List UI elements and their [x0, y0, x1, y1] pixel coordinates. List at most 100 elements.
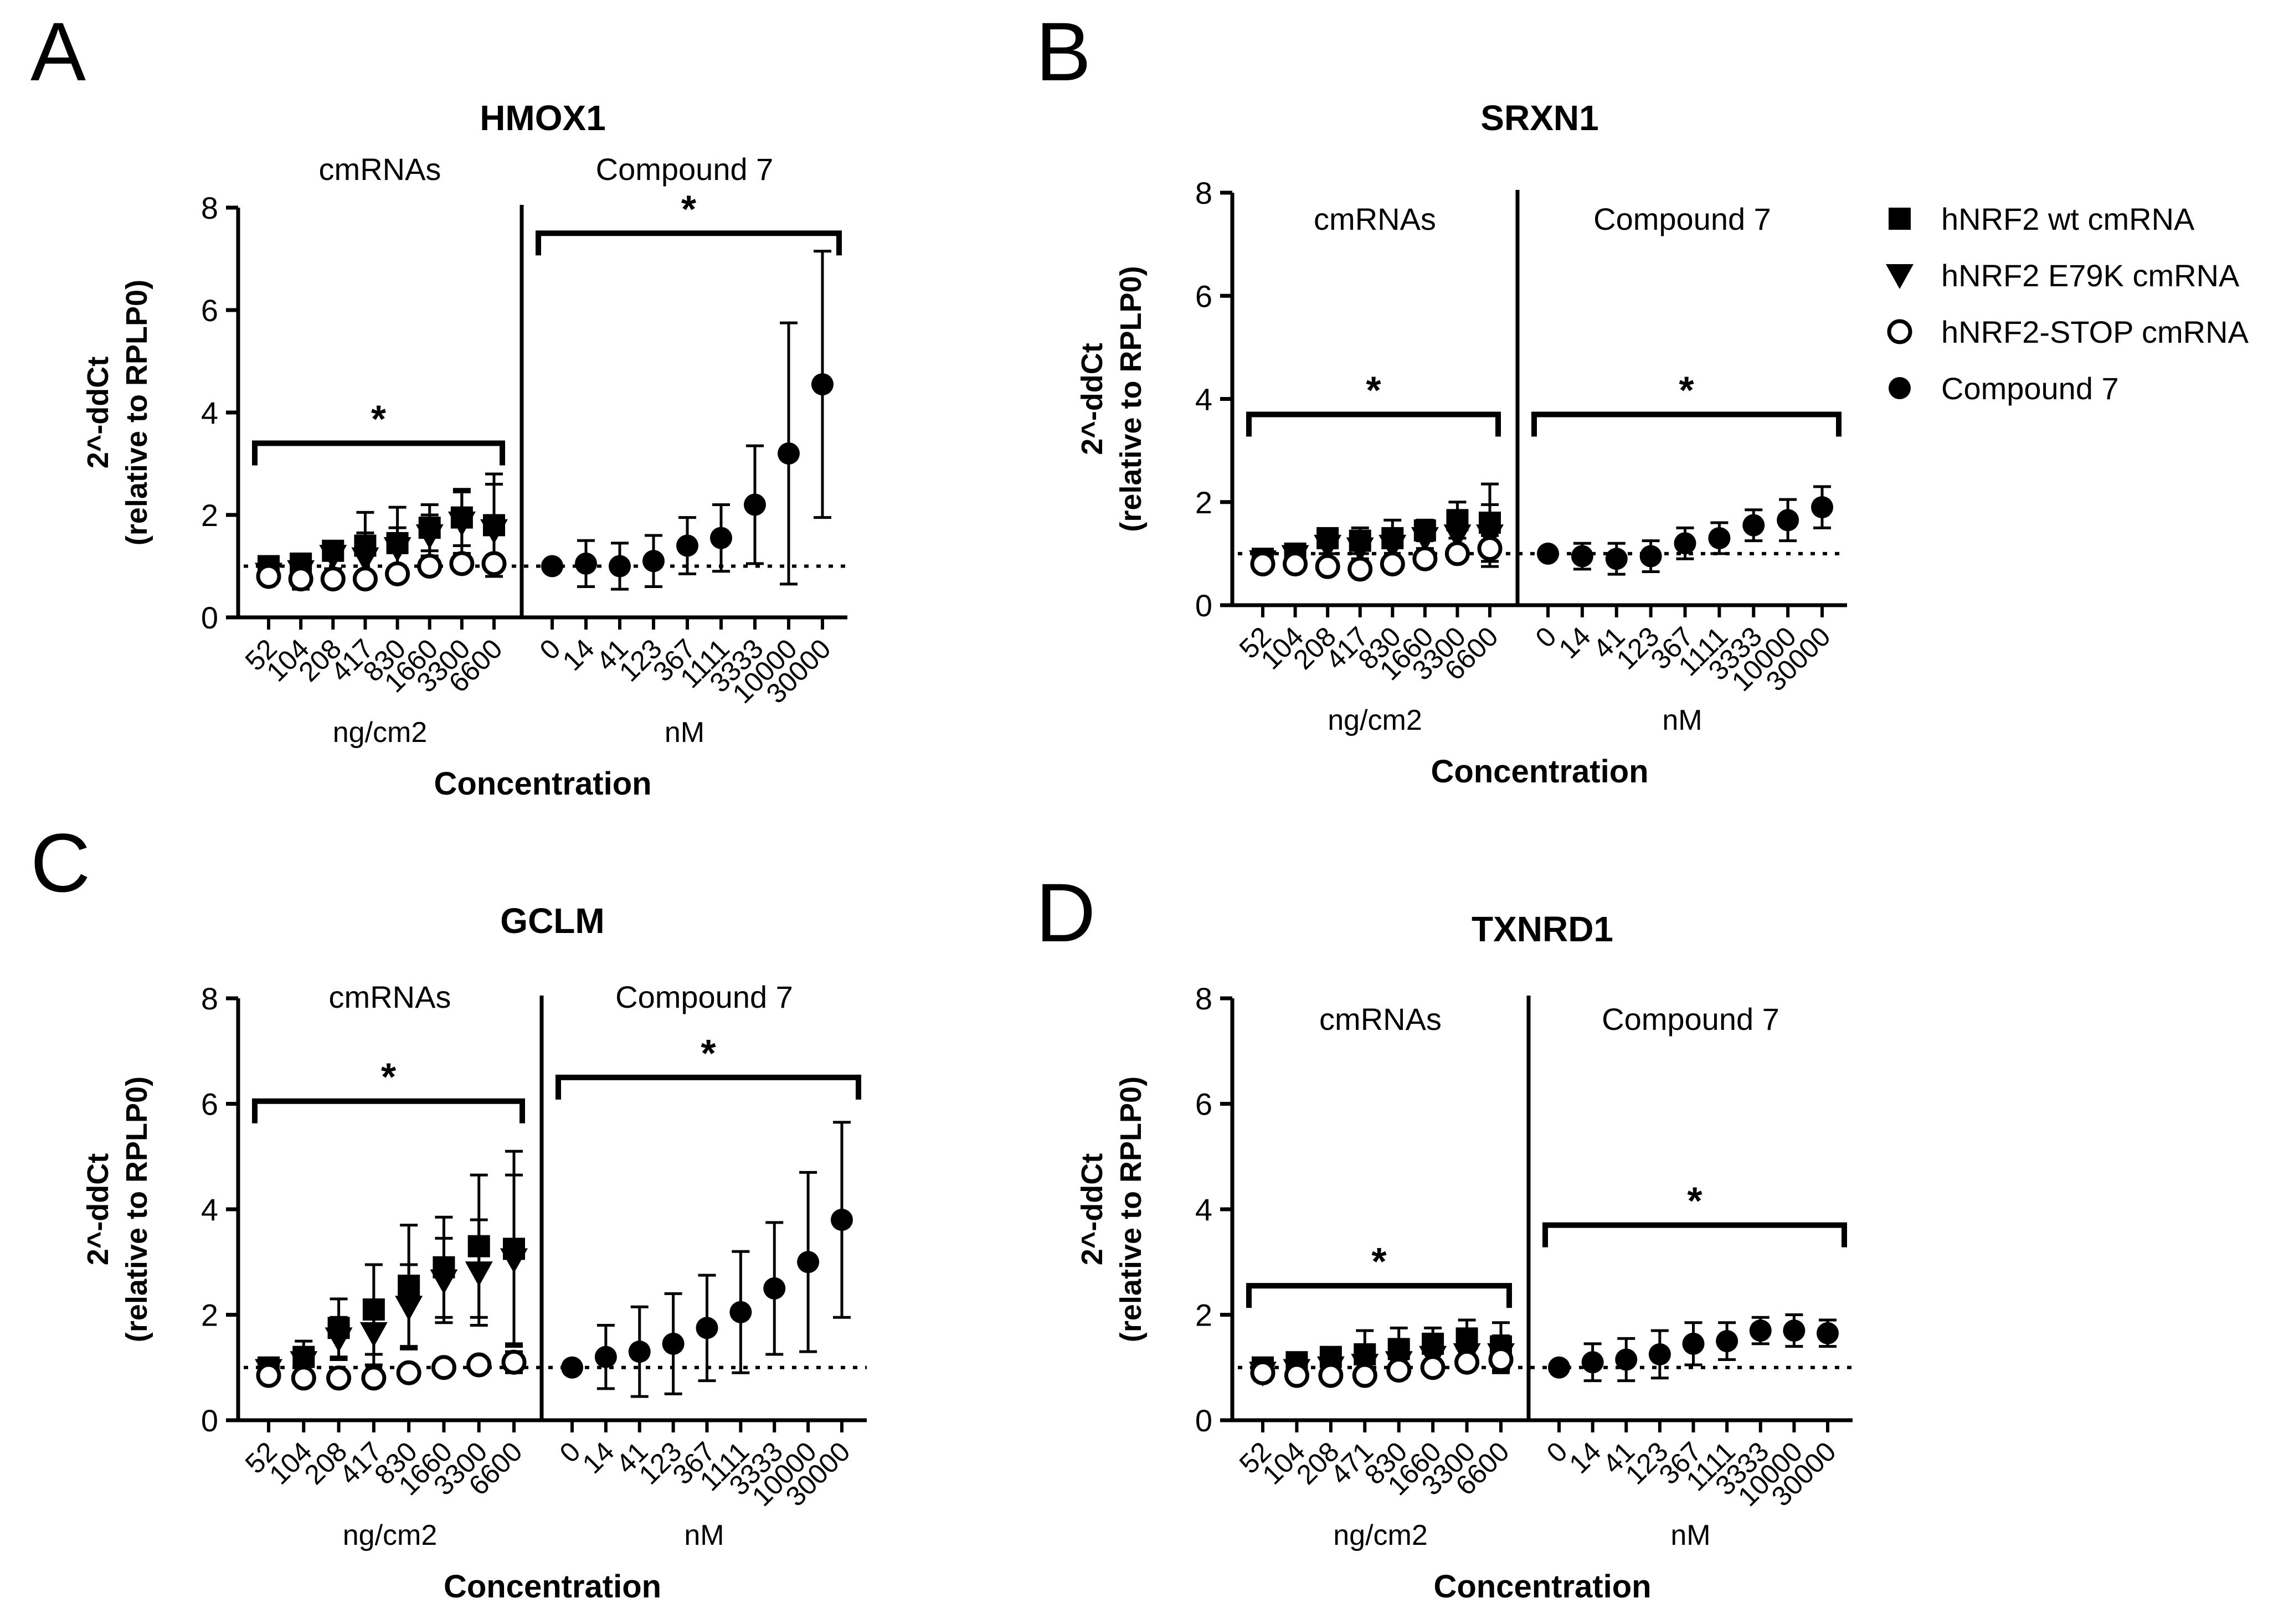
y-axis-label-main: 2^-ddCt — [1076, 1153, 1109, 1266]
data-point — [325, 1327, 353, 1353]
data-point — [561, 1356, 583, 1379]
data-point — [396, 1360, 421, 1385]
y-tick-label: 2 — [1195, 1298, 1212, 1333]
group-label-right: Compound 7 — [615, 979, 793, 1014]
legend-marker — [1887, 319, 1912, 344]
data-point — [710, 527, 732, 549]
panel-letter: D — [1036, 866, 1095, 959]
data-point — [1581, 1351, 1604, 1374]
data-point — [1379, 534, 1407, 560]
data-point — [1477, 536, 1503, 561]
data-point — [500, 1248, 528, 1274]
y-tick-label: 0 — [1195, 588, 1212, 623]
x-tick-label: 0 — [1530, 621, 1562, 653]
y-tick-label: 8 — [201, 981, 218, 1016]
data-point — [729, 1301, 752, 1323]
data-point — [1548, 1356, 1570, 1379]
data-point — [1386, 1358, 1412, 1383]
significance-star: * — [701, 1032, 716, 1075]
data-point — [415, 524, 444, 549]
data-point — [501, 1349, 527, 1375]
data-point — [797, 1251, 820, 1274]
y-tick-label: 2 — [201, 498, 218, 533]
x-unit-right: nM — [665, 716, 704, 749]
panel-a: A HMOX1 0 2 4 6 8 2^-ddCt (relative to RPLP0) cmR… — [30, 5, 847, 802]
data-point — [662, 1332, 685, 1355]
y-tick-label: 4 — [201, 395, 218, 430]
x-axis-label: Concentration — [434, 766, 651, 802]
legend-marker — [1886, 264, 1914, 289]
legend-label: hNRF2 wt cmRNA — [1941, 202, 2195, 236]
significance-bracket — [556, 1074, 861, 1100]
data-point — [1284, 1363, 1309, 1388]
data-point — [1648, 1343, 1671, 1365]
chart-title: TXNRD1 — [1472, 909, 1613, 949]
data-point — [256, 564, 281, 589]
data-point — [1318, 1363, 1344, 1388]
significance-bracket — [252, 440, 505, 466]
x-axis-label: Concentration — [1433, 1569, 1651, 1605]
legend-marker — [1889, 377, 1911, 399]
data-point — [465, 1261, 493, 1287]
data-point — [1443, 524, 1472, 550]
data-point — [1411, 527, 1439, 552]
group-label-right: Compound 7 — [1602, 1002, 1779, 1037]
y-tick-label: 8 — [1195, 981, 1212, 1016]
data-point — [676, 534, 698, 557]
legend-label: hNRF2-STOP cmRNA — [1941, 315, 2249, 349]
legend-label: hNRF2 E79K cmRNA — [1941, 258, 2240, 293]
data-point — [1708, 527, 1731, 549]
group-label-left: cmRNAs — [329, 979, 451, 1014]
data-point — [1605, 548, 1628, 570]
y-axis-label-sub: (relative to RPLP0) — [1114, 266, 1148, 532]
data-point — [417, 554, 443, 579]
y-tick-label: 2 — [201, 1298, 218, 1333]
data-point — [1811, 496, 1833, 519]
data-point — [290, 1351, 318, 1376]
data-point — [696, 1317, 718, 1339]
x-unit-left: ng/cm2 — [343, 1519, 438, 1551]
group-label-right: Compound 7 — [596, 152, 774, 187]
panel-d: D TXNRD1 0 2 4 6 8 2^-ddCt (relative to RPLP0) cm… — [1036, 866, 1853, 1605]
y-tick-label: 0 — [201, 600, 218, 635]
data-point — [763, 1277, 786, 1300]
group-label-left: cmRNAs — [1314, 202, 1436, 236]
group-label-right: Compound 7 — [1593, 202, 1771, 236]
data-point — [351, 547, 379, 573]
legend-marker — [1889, 208, 1911, 230]
data-point — [1777, 509, 1799, 532]
y-tick-label: 0 — [1195, 1403, 1212, 1438]
significance-bracket — [1246, 1283, 1512, 1308]
data-point — [359, 1322, 388, 1347]
data-point — [383, 537, 412, 563]
x-unit-right: nM — [684, 1519, 724, 1551]
x-unit-left: ng/cm2 — [333, 716, 428, 749]
data-point — [642, 550, 665, 573]
data-point — [256, 1363, 281, 1388]
data-point — [320, 566, 346, 592]
data-point — [1454, 1349, 1480, 1375]
data-point — [1749, 1319, 1772, 1342]
data-point — [778, 442, 800, 465]
data-point — [594, 1345, 617, 1368]
chart-title: SRXN1 — [1480, 98, 1598, 138]
y-axis-label-sub: (relative to RPLP0) — [120, 280, 153, 545]
y-tick-label: 4 — [1195, 1192, 1212, 1227]
data-point — [481, 551, 507, 576]
panel-letter: B — [1036, 5, 1091, 98]
y-axis-label-main: 2^-ddCt — [1076, 343, 1109, 455]
data-point — [541, 555, 563, 578]
data-point — [431, 1355, 456, 1380]
data-point — [1639, 545, 1662, 568]
significance-star: * — [1679, 368, 1694, 411]
y-tick-label: 6 — [1195, 279, 1212, 313]
significance-star: * — [371, 398, 387, 441]
x-axis-label: Concentration — [1431, 754, 1648, 790]
data-point — [1444, 541, 1470, 566]
significance-star: * — [1687, 1179, 1703, 1223]
data-point — [1315, 554, 1340, 579]
data-point — [1250, 551, 1275, 576]
data-point — [1314, 534, 1342, 560]
data-point — [628, 1341, 651, 1363]
